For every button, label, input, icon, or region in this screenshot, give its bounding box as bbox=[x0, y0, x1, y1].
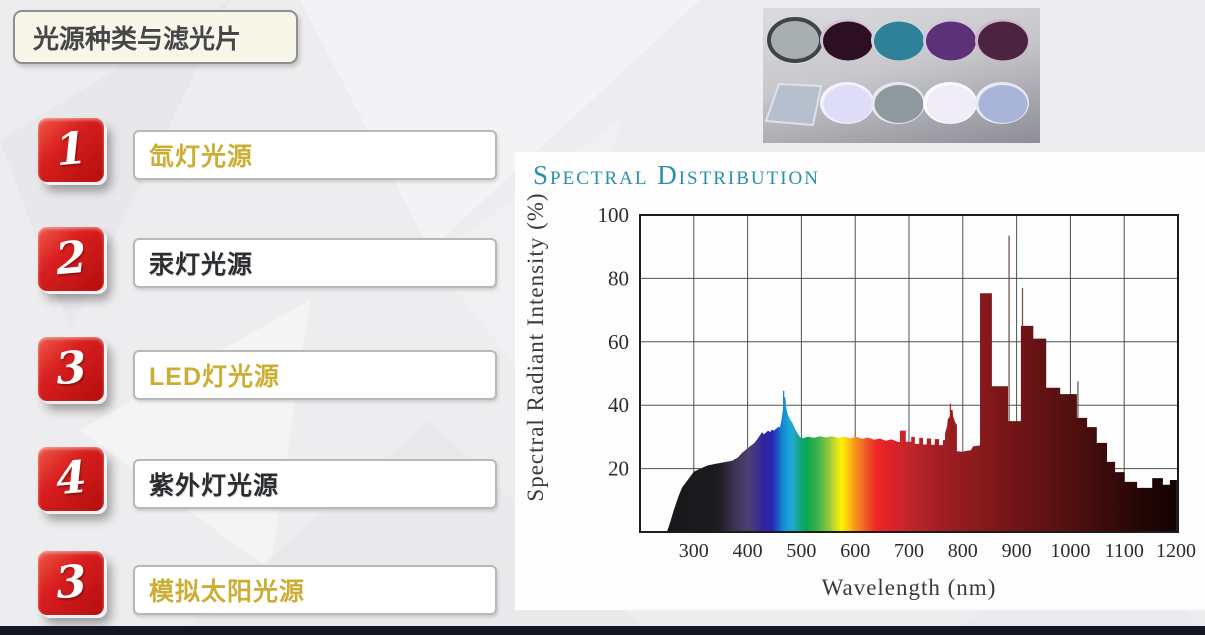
list-item-solar: 模拟太阳光源 bbox=[133, 565, 497, 615]
y-tick: 40 bbox=[608, 393, 629, 417]
x-tick: 700 bbox=[894, 540, 924, 562]
number-badge-4: 4 bbox=[38, 447, 104, 511]
badge-number: 4 bbox=[53, 451, 89, 506]
x-tick: 500 bbox=[786, 540, 816, 562]
y-axis-title: Spectral Radiant Intensity (%) bbox=[523, 192, 548, 501]
number-badge-3: 3 bbox=[38, 337, 104, 401]
title-box: 光源种类与滤光片 bbox=[13, 10, 298, 64]
chart-title: Spectral Distribution bbox=[533, 160, 820, 190]
bottom-bar bbox=[0, 626, 1205, 635]
filters-graphic bbox=[764, 16, 1029, 127]
teal-filter bbox=[874, 21, 924, 61]
x-axis-title: Wavelength (nm) bbox=[822, 575, 997, 600]
number-badge-2: 2 bbox=[38, 227, 104, 291]
item-label: LED灯光源 bbox=[149, 363, 281, 391]
dark-plum-filter bbox=[978, 21, 1028, 61]
item-label: 汞灯光源 bbox=[149, 251, 254, 279]
gray-lens-filter bbox=[767, 17, 823, 63]
white-filter bbox=[926, 85, 976, 123]
x-tick: 300 bbox=[679, 540, 709, 562]
badge-number: 3 bbox=[53, 555, 89, 610]
x-tick: 800 bbox=[948, 540, 978, 562]
badge-number: 3 bbox=[53, 341, 89, 396]
x-tick: 1200 bbox=[1156, 540, 1196, 562]
list-item-xenon: 氙灯光源 bbox=[133, 130, 497, 180]
badge-number: 2 bbox=[53, 231, 89, 286]
number-badge-1: 1 bbox=[38, 118, 104, 182]
purple-filter bbox=[926, 21, 976, 61]
spectrum-area bbox=[666, 293, 1177, 532]
list-item-mercury: 汞灯光源 bbox=[133, 238, 497, 288]
glass-plate bbox=[764, 82, 823, 127]
gray-filter bbox=[874, 85, 924, 123]
list-item-uv: 紫外灯光源 bbox=[133, 459, 497, 509]
badge-number: 1 bbox=[53, 122, 89, 177]
dark-magenta-filter bbox=[823, 21, 873, 61]
number-badge-5: 3 bbox=[38, 551, 104, 615]
y-tick: 60 bbox=[608, 330, 629, 354]
x-tick: 600 bbox=[840, 540, 870, 562]
x-tick: 1100 bbox=[1105, 540, 1144, 562]
chart-panel: Spectral Distribution bbox=[515, 152, 1205, 610]
y-tick: 80 bbox=[608, 266, 629, 290]
spectrum-chart: 100 80 60 40 20 300 400 500 600 700 800 … bbox=[523, 192, 1196, 600]
item-label: 紫外灯光源 bbox=[149, 472, 280, 500]
y-tick: 100 bbox=[598, 203, 630, 227]
y-tick: 20 bbox=[608, 457, 629, 481]
list-item-led: LED灯光源 bbox=[133, 350, 497, 400]
item-label: 氙灯光源 bbox=[149, 143, 254, 171]
x-tick: 400 bbox=[733, 540, 763, 562]
item-label: 模拟太阳光源 bbox=[149, 578, 306, 606]
pale-lavender-filter bbox=[823, 85, 873, 123]
x-tick: 1000 bbox=[1050, 540, 1090, 562]
filters-photo bbox=[763, 8, 1040, 143]
light-blue-filter bbox=[978, 85, 1028, 123]
x-tick: 900 bbox=[1002, 540, 1032, 562]
plot-frame bbox=[639, 214, 1179, 533]
page-title: 光源种类与滤光片 bbox=[33, 23, 242, 54]
